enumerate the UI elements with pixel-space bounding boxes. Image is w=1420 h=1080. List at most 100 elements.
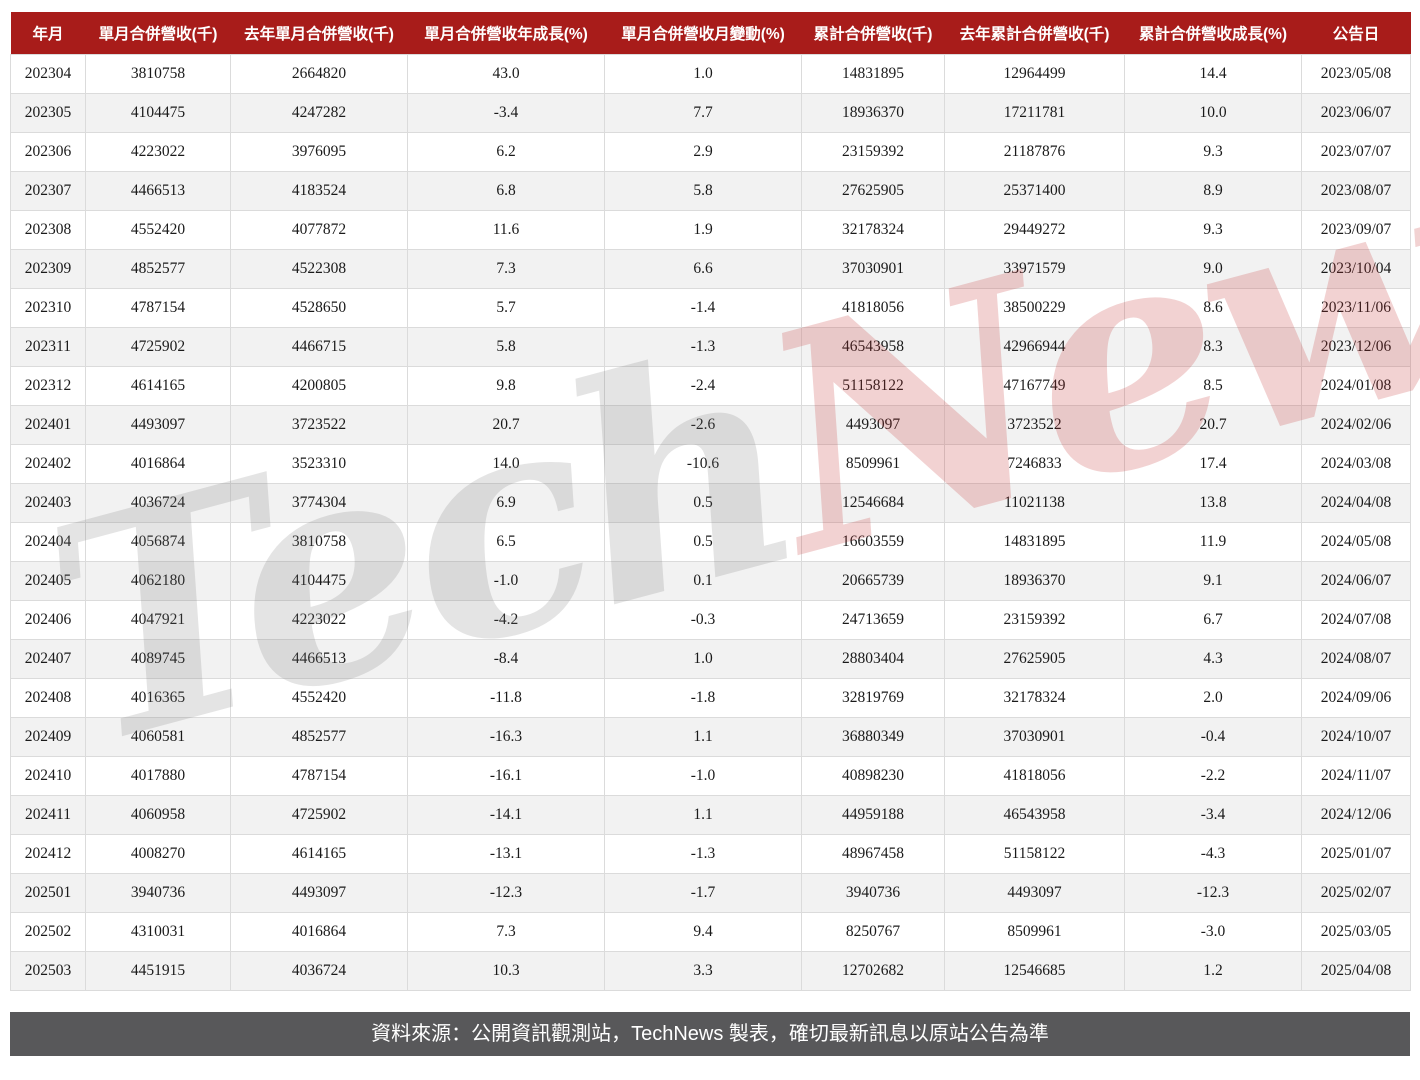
table-cell: 14.4 (1124, 54, 1302, 94)
table-cell: -0.3 (604, 600, 802, 640)
table-row: 202312 4614165 4200805 9.8 -2.4 51158122 47167… (10, 366, 1411, 406)
table-row: 202408 4016365 4552420 -11.8 -1.8 32819769 321… (10, 678, 1411, 718)
table-cell: 4552420 (230, 678, 408, 718)
table-cell: 4493097 (801, 405, 945, 445)
table-cell: 202408 (10, 678, 86, 718)
column-header: 累計合併營收(千) (801, 12, 945, 55)
table-cell: 4466513 (85, 171, 231, 211)
table-cell: 9.3 (1124, 132, 1302, 172)
table-row: 202306 4223022 3976095 6.2 2.9 23159392 211878… (10, 132, 1411, 172)
table-cell: 4466715 (230, 327, 408, 367)
table-cell: 4552420 (85, 210, 231, 250)
table-cell: 4008270 (85, 834, 231, 874)
table-cell: 7246833 (944, 444, 1125, 484)
table-cell: 4310031 (85, 912, 231, 952)
table-cell: 7.3 (407, 912, 605, 952)
table-cell: 202402 (10, 444, 86, 484)
table-cell: 2024/09/06 (1301, 678, 1411, 718)
table-cell: 4056874 (85, 522, 231, 562)
table-cell: 3723522 (230, 405, 408, 445)
table-row: 202503 4451915 4036724 10.3 3.3 12702682 12546… (10, 951, 1411, 991)
table-row: 202403 4036724 3774304 6.9 0.5 12546684 110211… (10, 483, 1411, 523)
table-cell: 4725902 (85, 327, 231, 367)
table-cell: 4183524 (230, 171, 408, 211)
table-cell: 2023/05/08 (1301, 54, 1411, 94)
table-cell: 47167749 (944, 366, 1125, 406)
table-row: 202411 4060958 4725902 -14.1 1.1 44959188 4654… (10, 795, 1411, 835)
table-cell: 202503 (10, 951, 86, 991)
table-cell: -0.4 (1124, 717, 1302, 757)
table-cell: 51158122 (944, 834, 1125, 874)
table-cell: 5.8 (407, 327, 605, 367)
table-cell: 2023/09/07 (1301, 210, 1411, 250)
table-cell: 4016864 (85, 444, 231, 484)
table-cell: -1.0 (604, 756, 802, 796)
table-cell: 202502 (10, 912, 86, 952)
column-header: 公告日 (1301, 12, 1411, 55)
table-cell: 202306 (10, 132, 86, 172)
table-row: 202310 4787154 4528650 5.7 -1.4 41818056 38500… (10, 288, 1411, 328)
table-cell: 3976095 (230, 132, 408, 172)
table-row: 202305 4104475 4247282 -3.4 7.7 18936370 17211… (10, 93, 1411, 133)
table-cell: 28803404 (801, 639, 945, 679)
table-cell: -13.1 (407, 834, 605, 874)
table-cell: 21187876 (944, 132, 1125, 172)
table-cell: -16.1 (407, 756, 605, 796)
table-cell: 202305 (10, 93, 86, 133)
table-cell: 4493097 (230, 873, 408, 913)
table-cell: 6.2 (407, 132, 605, 172)
table-cell: 4787154 (230, 756, 408, 796)
table-cell: 32178324 (944, 678, 1125, 718)
table-cell: 2024/07/08 (1301, 600, 1411, 640)
table-cell: 2024/05/08 (1301, 522, 1411, 562)
table-cell: 2024/12/06 (1301, 795, 1411, 835)
table-header: 年月 單月合併營收(千) 去年單月合併營收(千) 單月合併營收年成長(%) 單月合併營收… (10, 12, 1411, 55)
table-cell: 20.7 (407, 405, 605, 445)
table-cell: 4016365 (85, 678, 231, 718)
table-cell: 202304 (10, 54, 86, 94)
table-cell: 4614165 (85, 366, 231, 406)
table-cell: 29449272 (944, 210, 1125, 250)
table-cell: 4077872 (230, 210, 408, 250)
table-row: 202405 4062180 4104475 -1.0 0.1 20665739 18936… (10, 561, 1411, 601)
table-cell: 4223022 (230, 600, 408, 640)
table-cell: 17211781 (944, 93, 1125, 133)
table-cell: 4614165 (230, 834, 408, 874)
table-cell: 11.6 (407, 210, 605, 250)
table-cell: 3810758 (230, 522, 408, 562)
table-cell: 2025/04/08 (1301, 951, 1411, 991)
table-cell: 41818056 (944, 756, 1125, 796)
table-cell: 16603559 (801, 522, 945, 562)
column-header: 單月合併營收(千) (85, 12, 231, 55)
table-cell: 2024/04/08 (1301, 483, 1411, 523)
table-cell: 25371400 (944, 171, 1125, 211)
table-cell: 14831895 (801, 54, 945, 94)
table-cell: 13.8 (1124, 483, 1302, 523)
table-cell: 11.9 (1124, 522, 1302, 562)
table-cell: 3.3 (604, 951, 802, 991)
table-row: 202311 4725902 4466715 5.8 -1.3 46543958 42966… (10, 327, 1411, 367)
table-cell: 202412 (10, 834, 86, 874)
table-cell: 18936370 (944, 561, 1125, 601)
table-cell: 2664820 (230, 54, 408, 94)
column-header: 累計合併營收成長(%) (1124, 12, 1302, 55)
table-cell: 3723522 (944, 405, 1125, 445)
table-cell: 12546685 (944, 951, 1125, 991)
table-cell: 2024/06/07 (1301, 561, 1411, 601)
table-cell: 12546684 (801, 483, 945, 523)
table-cell: -1.3 (604, 834, 802, 874)
table-cell: 2024/03/08 (1301, 444, 1411, 484)
table-cell: 46543958 (944, 795, 1125, 835)
table-cell: 8.9 (1124, 171, 1302, 211)
table-cell: 202307 (10, 171, 86, 211)
table-cell: 8509961 (801, 444, 945, 484)
table-cell: 4787154 (85, 288, 231, 328)
table-cell: 27625905 (944, 639, 1125, 679)
table-cell: 5.8 (604, 171, 802, 211)
table-row: 202410 4017880 4787154 -16.1 -1.0 40898230 418… (10, 756, 1411, 796)
table-cell: 1.0 (604, 639, 802, 679)
table-cell: 4036724 (85, 483, 231, 523)
table-cell: -1.4 (604, 288, 802, 328)
table-cell: 12702682 (801, 951, 945, 991)
table-cell: 4036724 (230, 951, 408, 991)
